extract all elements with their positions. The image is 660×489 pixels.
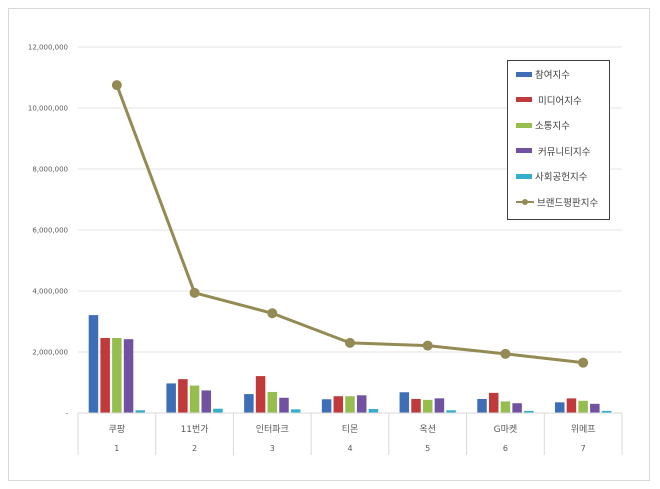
category-rank: 7 [581, 444, 586, 453]
bar [178, 379, 188, 413]
color-swatch-icon [516, 97, 532, 102]
bar [411, 398, 421, 413]
legend-item: 미디어지수 [516, 93, 582, 107]
line-marker [500, 348, 511, 359]
y-tick-label: 2,000,000 [32, 349, 68, 357]
bar [524, 410, 534, 413]
bar [601, 410, 612, 413]
line-series [111, 80, 589, 368]
bar-series [88, 315, 612, 413]
category-label: 티몬 [342, 424, 359, 435]
bar [244, 394, 254, 413]
category-label: 11번가 [181, 424, 209, 435]
legend-item: 소통지수 [516, 118, 570, 132]
category-label: 옥션 [419, 424, 436, 435]
legend-item: 브랜드평판지수 [516, 195, 598, 209]
category-label: 인터파크 [256, 424, 289, 435]
bar [356, 395, 367, 413]
line-marker [267, 308, 278, 319]
bar [368, 409, 379, 413]
color-swatch-icon [516, 71, 532, 77]
legend-label: 브랜드평판지수 [537, 197, 599, 209]
bar [434, 398, 445, 413]
bar [213, 408, 223, 413]
legend-item: 커뮤니티지수 [516, 144, 590, 158]
y-tick-label: 4,000,000 [32, 288, 68, 296]
bar [112, 337, 122, 413]
bar [201, 390, 212, 413]
bar [88, 315, 99, 413]
bar [554, 402, 565, 413]
bar [488, 392, 499, 413]
bar [345, 396, 355, 413]
legend-label: 미디어지수 [535, 95, 582, 107]
bar [566, 398, 577, 413]
bar [100, 337, 110, 413]
y-tick-label: 8,000,000 [32, 166, 68, 174]
bar [267, 391, 278, 413]
bar [399, 392, 410, 413]
legend-label: 참여지수 [535, 70, 570, 81]
y-tick-label: 12,000,000 [28, 44, 68, 52]
bar [500, 401, 511, 413]
bar [321, 399, 332, 413]
legend-label: 소통지수 [535, 121, 570, 132]
line-marker [422, 340, 433, 351]
bar [512, 403, 522, 413]
category-label: G마켓 [494, 424, 518, 435]
line-marker [111, 80, 122, 91]
gridlines [78, 46, 622, 353]
category-rank: 5 [425, 444, 430, 453]
bar [333, 396, 344, 413]
bar [422, 399, 433, 413]
y-tick-label: - [65, 410, 68, 418]
color-swatch-icon [516, 173, 532, 179]
bar [590, 403, 600, 413]
bar [189, 385, 200, 413]
category-rank: 6 [503, 444, 508, 453]
category-rank: 4 [347, 444, 352, 453]
legend-item: 사회공헌지수 [516, 169, 587, 183]
y-axis: - 2,000,000 4,000,000 6,000,000 8,000,000 10,… [28, 44, 69, 418]
x-axis-table: 쿠팡 1 11번가 2 인터파크 3 티몬 4 옥션 5 G마켓 6 위메프 7 [77, 412, 623, 455]
line-marker [345, 337, 355, 348]
bar [279, 397, 289, 413]
bar [446, 410, 456, 413]
color-swatch-icon [516, 148, 532, 153]
category-rank: 2 [192, 444, 197, 453]
bar [255, 376, 266, 413]
legend-item: 참여지수 [516, 67, 570, 81]
bar [477, 398, 487, 413]
color-swatch-icon [516, 122, 532, 128]
category-rank: 3 [270, 444, 275, 453]
y-tick-label: 10,000,000 [28, 105, 68, 113]
category-rank: 1 [114, 444, 119, 453]
bar [290, 409, 301, 413]
category-label: 쿠팡 [109, 424, 126, 435]
line-marker-icon [516, 198, 534, 205]
bar [578, 400, 588, 413]
legend-label: 커뮤니티지수 [535, 146, 591, 158]
category-label: 위메프 [571, 424, 596, 435]
line-marker [189, 287, 200, 298]
y-tick-label: 6,000,000 [32, 227, 68, 235]
bar [135, 410, 146, 413]
line-marker [578, 357, 589, 368]
bar [166, 383, 176, 413]
bar [123, 339, 134, 413]
legend-label: 사회공헌지수 [535, 172, 588, 183]
